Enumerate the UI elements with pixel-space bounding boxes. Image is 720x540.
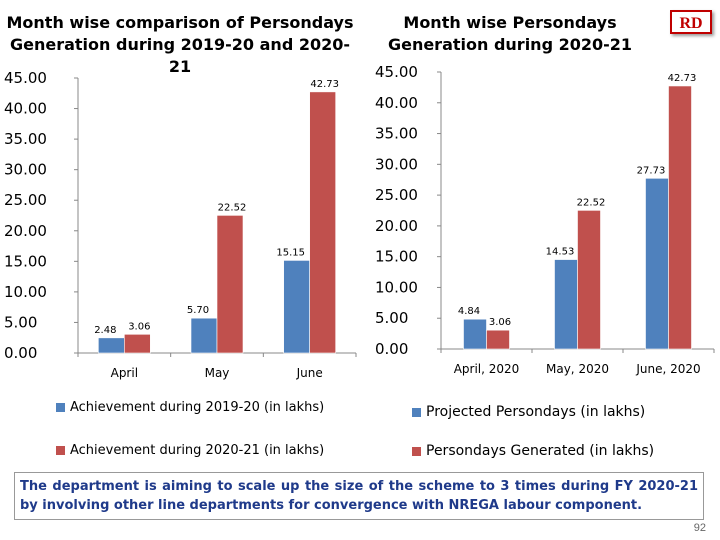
legend-swatch-red <box>56 446 65 455</box>
chart2-bar-1 <box>554 259 578 350</box>
chart1-y-tick-label: 20.00 <box>4 222 47 240</box>
chart2-legend-item-1: Projected Persondays (in lakhs) <box>412 404 645 420</box>
chart2-data-label: 42.73 <box>668 73 697 84</box>
chart2-y-tick-label: 40.00 <box>375 94 418 112</box>
summary-note: The department is aiming to scale up the… <box>14 472 704 520</box>
chart2-x-tick-label: May, 2020 <box>546 362 609 376</box>
chart2-data-label: 14.53 <box>546 247 575 258</box>
legend-swatch-red <box>412 446 421 456</box>
chart1-legend-label-2: Achievement during 2020-21 (in lakhs) <box>70 443 325 458</box>
legend-swatch-blue <box>412 407 421 417</box>
chart1-legend-item-2: Achievement during 2020-21 (in lakhs) <box>56 443 324 458</box>
chart1-bar-1 <box>190 317 218 354</box>
chart1-y-tick-label: 25.00 <box>4 191 47 209</box>
chart1-x-tick-label: May <box>205 366 230 380</box>
chart2-legend-item-2: Persondays Generated (in lakhs) <box>412 443 654 459</box>
chart1-legend-item-1: Achievement during 2019-20 (in lakhs) <box>56 400 324 415</box>
chart1-data-label: 5.70 <box>187 305 209 316</box>
chart2-legend-label-1: Projected Persondays (in lakhs) <box>426 404 646 420</box>
chart2-data-label: 4.84 <box>458 306 480 317</box>
chart2-data-label: 22.52 <box>577 197 606 208</box>
chart2-legend-label-2: Persondays Generated (in lakhs) <box>426 443 655 459</box>
chart2-data-label: 27.73 <box>637 165 666 176</box>
chart2-y-tick-label: 10.00 <box>375 278 418 296</box>
legend-swatch-blue <box>56 403 65 412</box>
chart2-bar-1 <box>645 178 669 350</box>
chart2-y-tick-label: 30.00 <box>375 155 418 173</box>
chart2-bar-2 <box>668 85 692 350</box>
chart1-data-label: 22.52 <box>218 202 247 213</box>
chart1-y-tick-label: 15.00 <box>4 252 47 270</box>
chart2: 0.00 5.00 10.00 15.00 20.00 25.00 30.00 35.00 40… <box>375 63 715 376</box>
chart2-bar-1 <box>463 318 487 350</box>
chart1-data-label: 42.73 <box>310 79 339 90</box>
chart2-y-tick-label: 0.00 <box>375 340 408 358</box>
chart1-title: Month wise comparison of Persondays Gene… <box>6 13 354 76</box>
chart1-y-tick-label: 35.00 <box>4 130 47 148</box>
chart2-bar-2 <box>486 329 510 350</box>
chart1-x-tick-label: June <box>296 366 323 380</box>
rd-badge: RD <box>670 10 712 34</box>
chart2-y-tick-label: 45.00 <box>375 63 418 81</box>
chart2-x-tick-label: April, 2020 <box>454 362 520 376</box>
chart1-bar-2 <box>124 333 151 354</box>
chart1-x-tick-label: April <box>111 366 138 380</box>
chart2-y-tick-label: 20.00 <box>375 217 418 235</box>
chart1-y-tick-label: 10.00 <box>4 283 47 301</box>
chart1-bar-2 <box>309 91 336 354</box>
chart2-title: Month wise Persondays Generation during … <box>387 13 633 54</box>
chart1-data-label: 2.48 <box>94 325 116 336</box>
chart1-bar-1 <box>283 260 310 354</box>
chart1: 0.00 5.00 10.00 15.00 20.00 25.00 30.00 35.00 40… <box>4 69 357 380</box>
chart1-y-tick-label: 40.00 <box>4 100 47 118</box>
chart1-y-tick-label: 45.00 <box>4 69 47 87</box>
chart2-y-tick-label: 25.00 <box>375 186 418 204</box>
chart2-bar-2 <box>577 210 601 350</box>
chart2-data-label: 3.06 <box>489 317 511 328</box>
chart1-data-label: 15.15 <box>276 247 305 258</box>
chart2-y-tick-label: 35.00 <box>375 125 418 143</box>
chart1-y-tick-label: 5.00 <box>4 313 37 331</box>
chart1-y-tick-label: 30.00 <box>4 161 47 179</box>
chart2-y-tick-label: 15.00 <box>375 248 418 266</box>
chart1-y-tick-label: 0.00 <box>4 344 37 362</box>
chart2-x-tick-label: June, 2020 <box>635 362 700 376</box>
chart2-y-tick-label: 5.00 <box>375 309 408 327</box>
chart1-bar-2 <box>216 215 244 354</box>
chart1-legend-label-1: Achievement during 2019-20 (in lakhs) <box>70 400 325 415</box>
page-number: 92 <box>693 522 706 534</box>
chart1-data-label: 3.06 <box>128 321 150 332</box>
